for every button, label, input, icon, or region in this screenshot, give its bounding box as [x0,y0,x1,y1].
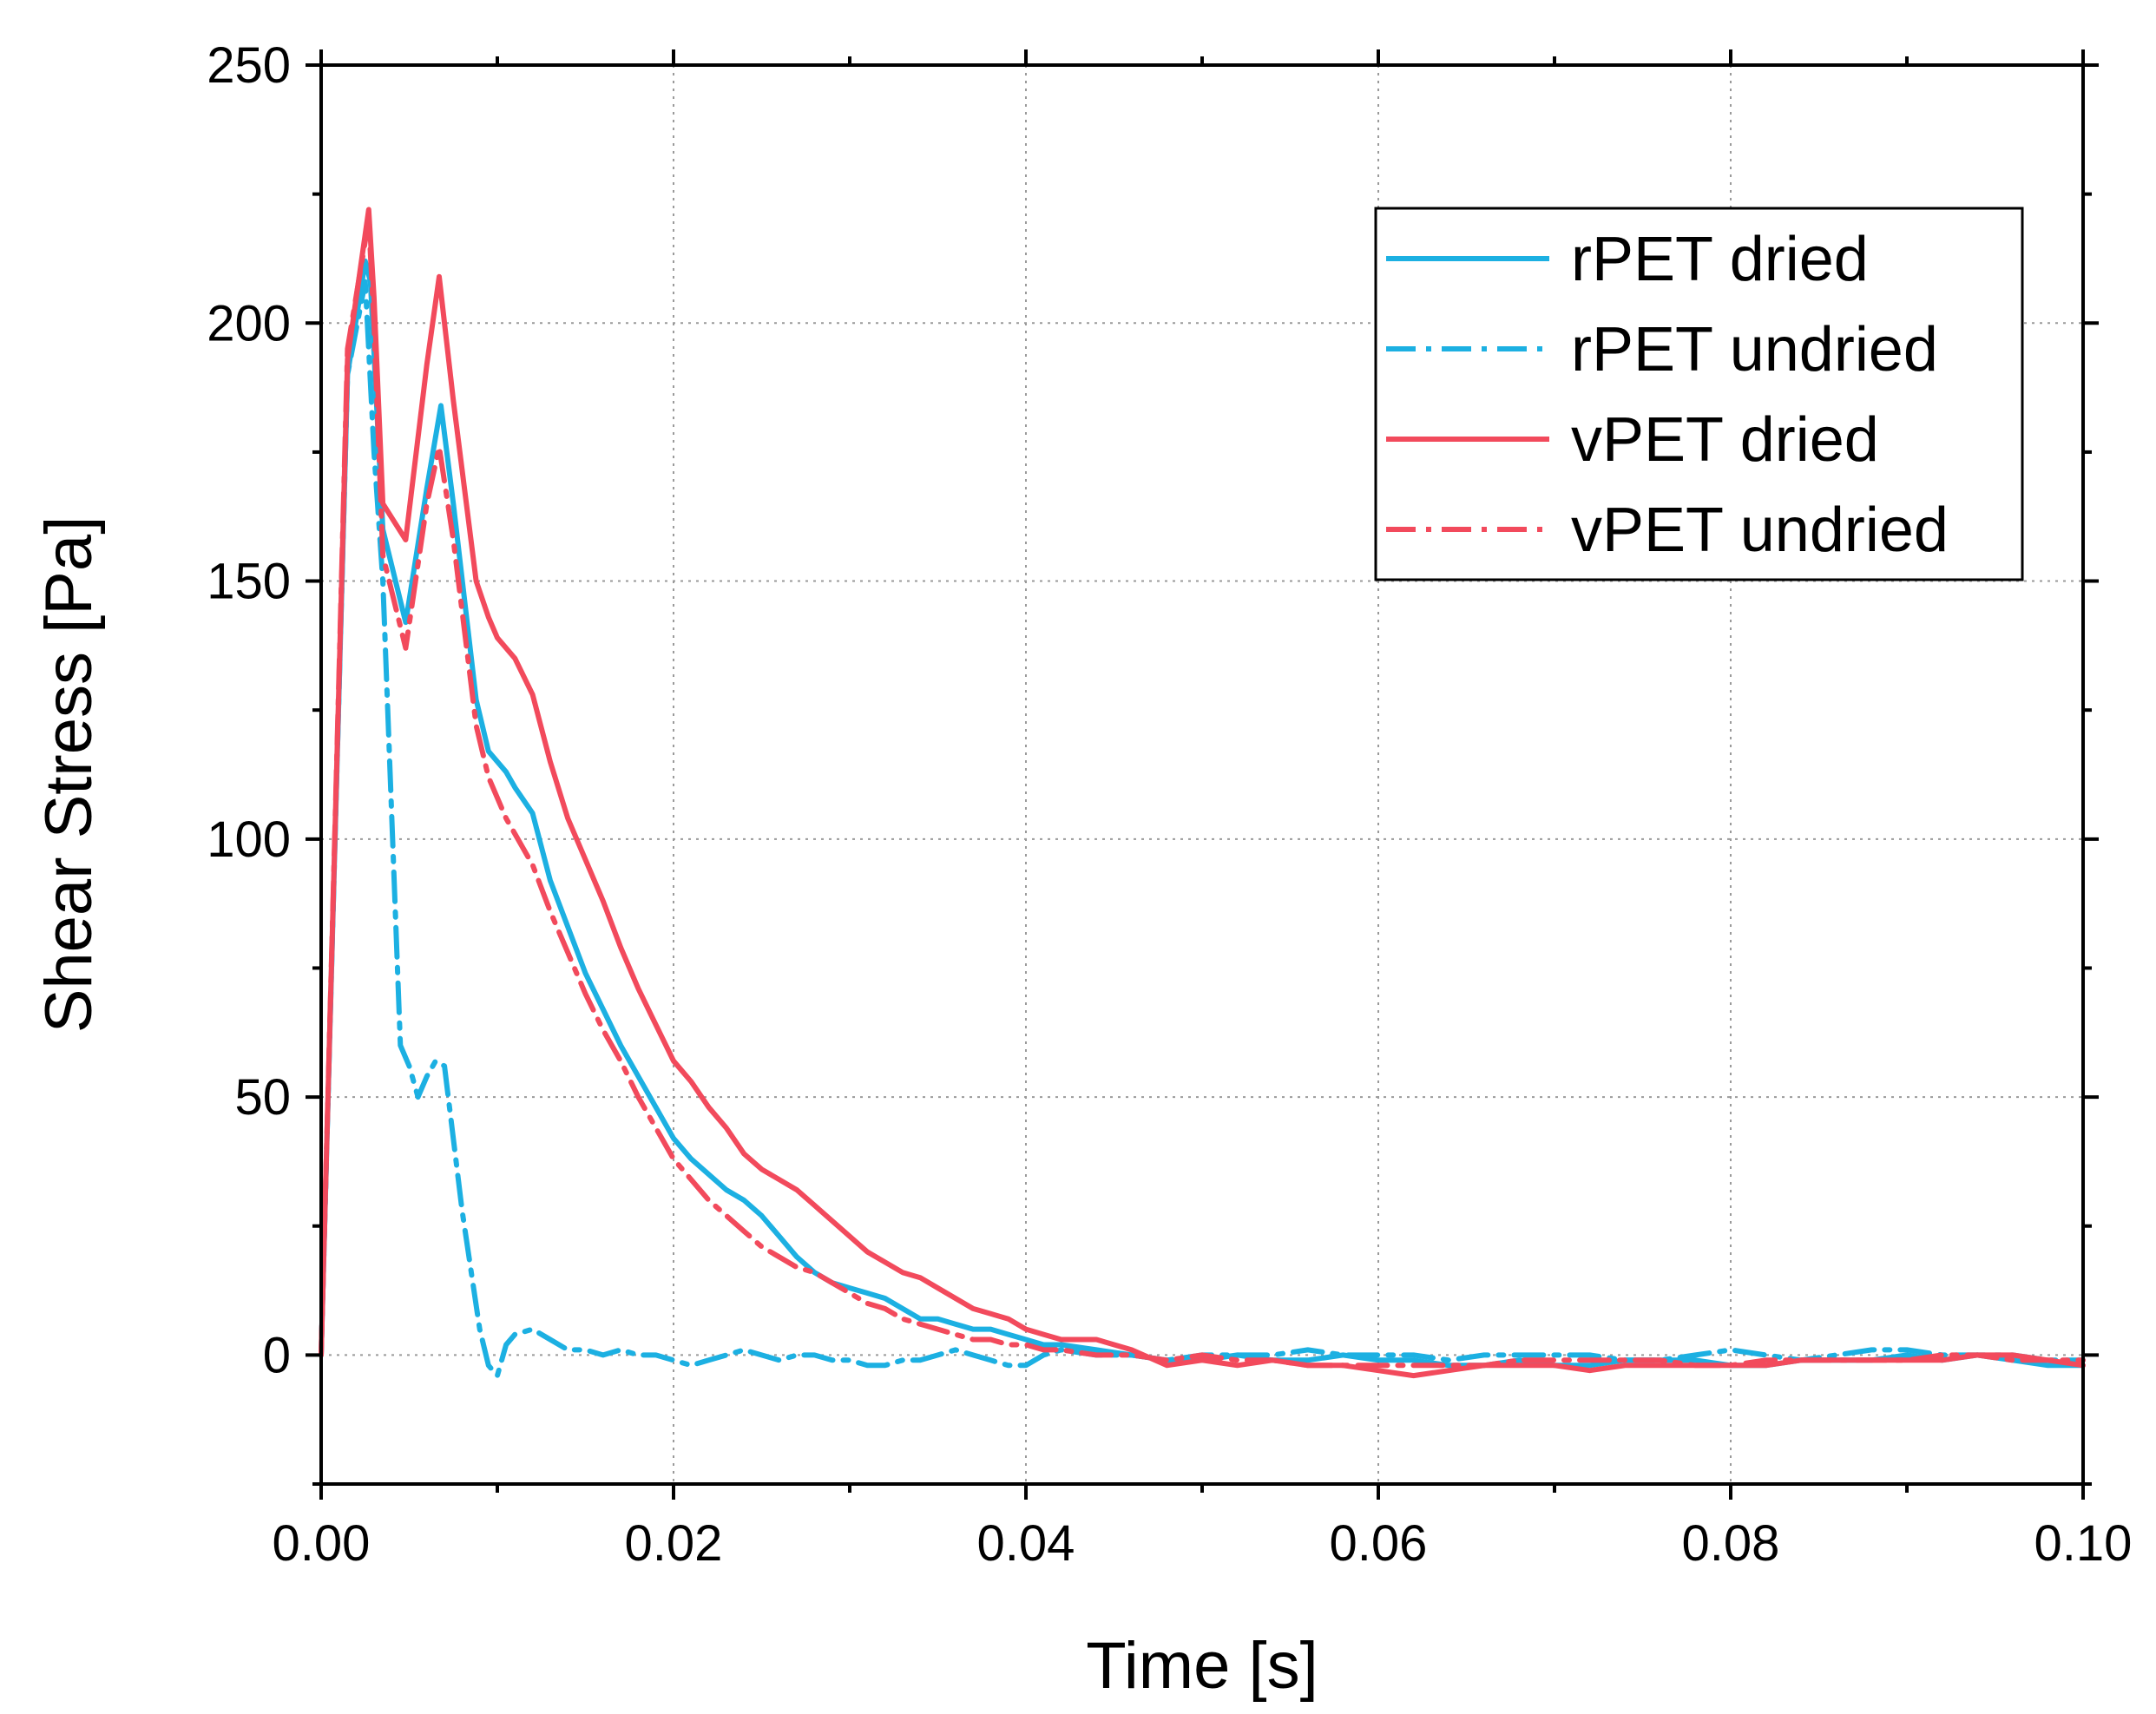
y-axis-title: Shear Stress [Pa] [32,516,106,1034]
legend-label: rPET dried [1571,225,1869,294]
y-tick-label: 250 [207,37,291,94]
x-axis-title: Time [s] [1086,1629,1318,1703]
x-tick-label: 0.10 [2034,1515,2133,1572]
x-tick-label: 0.04 [977,1515,1075,1572]
legend: rPET dried rPET undried vPET dried vPET und… [1374,207,2024,581]
legend-label: vPET dried [1571,405,1879,475]
y-tick-label: 50 [234,1069,291,1126]
legend-label: vPET undried [1571,496,1949,565]
y-tick-label: 100 [207,811,291,868]
x-tick-label: 0.08 [1682,1515,1780,1572]
y-tick-label: 200 [207,295,291,351]
legend-label: rPET undried [1571,315,1938,384]
y-tick-label: 150 [207,554,291,610]
series-line-rpet-undried [319,279,2086,1379]
x-tick-label: 0.06 [1330,1515,1428,1572]
legend-box [1374,207,2024,581]
series-layer [319,207,2086,1379]
series-line-vpet-dried [319,207,2086,1379]
x-tick-label: 0.02 [625,1515,723,1572]
y-tick-label: 0 [263,1327,291,1383]
series-line-vpet-undried [319,217,2086,1369]
axis-ticks: 0.00 0.02 0.04 0.06 0.08 0.10 0 50 100 150 200 250 [207,37,2132,1572]
x-tick-label: 0.00 [273,1515,371,1572]
